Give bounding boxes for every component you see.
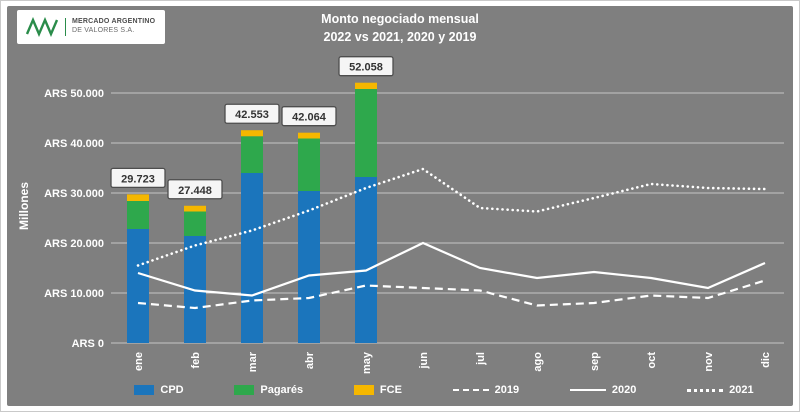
legend-line-sample-2021 bbox=[687, 388, 724, 392]
bar-segment-pagarés bbox=[298, 138, 320, 191]
bar-total-label-box bbox=[224, 103, 280, 124]
x-tick-label: jun bbox=[418, 352, 430, 370]
bar-segment-pagarés bbox=[241, 136, 263, 173]
legend-item-cpd: CPD bbox=[134, 384, 184, 396]
bar-segment-fce bbox=[298, 132, 320, 139]
x-tick-label: ago bbox=[532, 352, 544, 372]
legend-swatch-pagarés bbox=[234, 385, 255, 395]
y-tick-label: ARS 10.000 bbox=[44, 288, 104, 300]
mav-logo-mark-icon bbox=[25, 17, 59, 37]
mav-logo: MERCADO ARGENTINO DE VALORES S.A. bbox=[17, 10, 166, 44]
bar-total-label-box bbox=[338, 56, 394, 77]
legend-label: CPD bbox=[160, 384, 184, 396]
chart-title-line1: Monto negociado mensual bbox=[321, 12, 479, 26]
x-tick-label: oct bbox=[646, 352, 658, 369]
legend-item-2020: 2020 bbox=[569, 384, 637, 396]
bar-segment-fce bbox=[127, 194, 149, 201]
logo-line2: DE VALORES S.A. bbox=[72, 27, 135, 34]
legend-line-sample-2019 bbox=[452, 389, 489, 391]
bar-segment-pagarés bbox=[127, 201, 149, 229]
bar-total-label: 42.553 bbox=[235, 109, 269, 121]
bar-total-label: 29.723 bbox=[121, 173, 155, 185]
legend-item-pagarés: Pagarés bbox=[234, 384, 303, 396]
x-tick-label: jul bbox=[475, 352, 487, 366]
logo-line1: MERCADO ARGENTINO bbox=[72, 18, 156, 26]
bar-segment-pagarés bbox=[184, 211, 206, 236]
x-tick-label: may bbox=[361, 351, 373, 374]
legend-label: FCE bbox=[379, 384, 402, 396]
legend-label: 2019 bbox=[494, 384, 520, 396]
legend-item-fce: FCE bbox=[353, 384, 402, 396]
bar-segment-fce bbox=[241, 130, 263, 137]
bar-total-label: 52.058 bbox=[349, 62, 383, 74]
bar-total-label: 42.064 bbox=[292, 112, 327, 124]
y-axis-title: Millones bbox=[17, 182, 31, 231]
y-tick-label: ARS 20.000 bbox=[44, 238, 104, 250]
line-2019 bbox=[137, 279, 766, 310]
chart-title: Monto negociado mensual 2022 vs 2021, 20… bbox=[1, 11, 799, 46]
x-tick-label: abr bbox=[304, 351, 316, 369]
legend-label: 2021 bbox=[729, 384, 754, 396]
legend-swatch-fce bbox=[353, 385, 374, 395]
chart-title-line2: 2022 vs 2021, 2020 y 2019 bbox=[323, 29, 477, 44]
bar-segment-cpd bbox=[241, 173, 263, 343]
bar-segment-cpd bbox=[127, 229, 149, 343]
chart-legend: CPD Pagarés FCE 2019 2020 2021 bbox=[109, 382, 779, 398]
bar-total-label-box bbox=[281, 106, 337, 127]
bar-segment-cpd bbox=[298, 191, 320, 343]
x-tick-label: feb bbox=[190, 352, 202, 369]
x-tick-label: mar bbox=[247, 351, 259, 372]
line-2020 bbox=[137, 241, 766, 297]
bar-total-label-box bbox=[167, 179, 223, 200]
y-tick-label: ARS 40.000 bbox=[44, 138, 104, 150]
bar-segment-fce bbox=[355, 82, 377, 89]
legend-label: Pagarés bbox=[260, 384, 304, 396]
legend-item-2019: 2019 bbox=[452, 384, 520, 396]
x-tick-label: sep bbox=[589, 352, 601, 371]
legend-line-sample-2020 bbox=[569, 389, 606, 391]
legend-item-2021: 2021 bbox=[687, 384, 754, 396]
x-tick-label: ene bbox=[133, 352, 145, 371]
legend-swatch-cpd bbox=[134, 385, 155, 395]
mav-logo-text: MERCADO ARGENTINO DE VALORES S.A. bbox=[65, 18, 155, 36]
x-tick-label: dic bbox=[760, 352, 772, 368]
x-tick-label: nov bbox=[703, 351, 715, 371]
legend-label: 2020 bbox=[611, 384, 637, 396]
bar-total-label: 27.448 bbox=[178, 185, 212, 197]
bar-segment-pagarés bbox=[355, 89, 377, 177]
bar-segment-fce bbox=[184, 205, 206, 212]
bar-total-label-box bbox=[110, 167, 166, 189]
y-tick-label: ARS 0 bbox=[72, 338, 104, 350]
y-tick-label: ARS 50.000 bbox=[44, 88, 104, 100]
line-2021 bbox=[136, 167, 767, 267]
bar-segment-cpd bbox=[355, 177, 377, 343]
y-tick-label: ARS 30.000 bbox=[44, 188, 104, 200]
